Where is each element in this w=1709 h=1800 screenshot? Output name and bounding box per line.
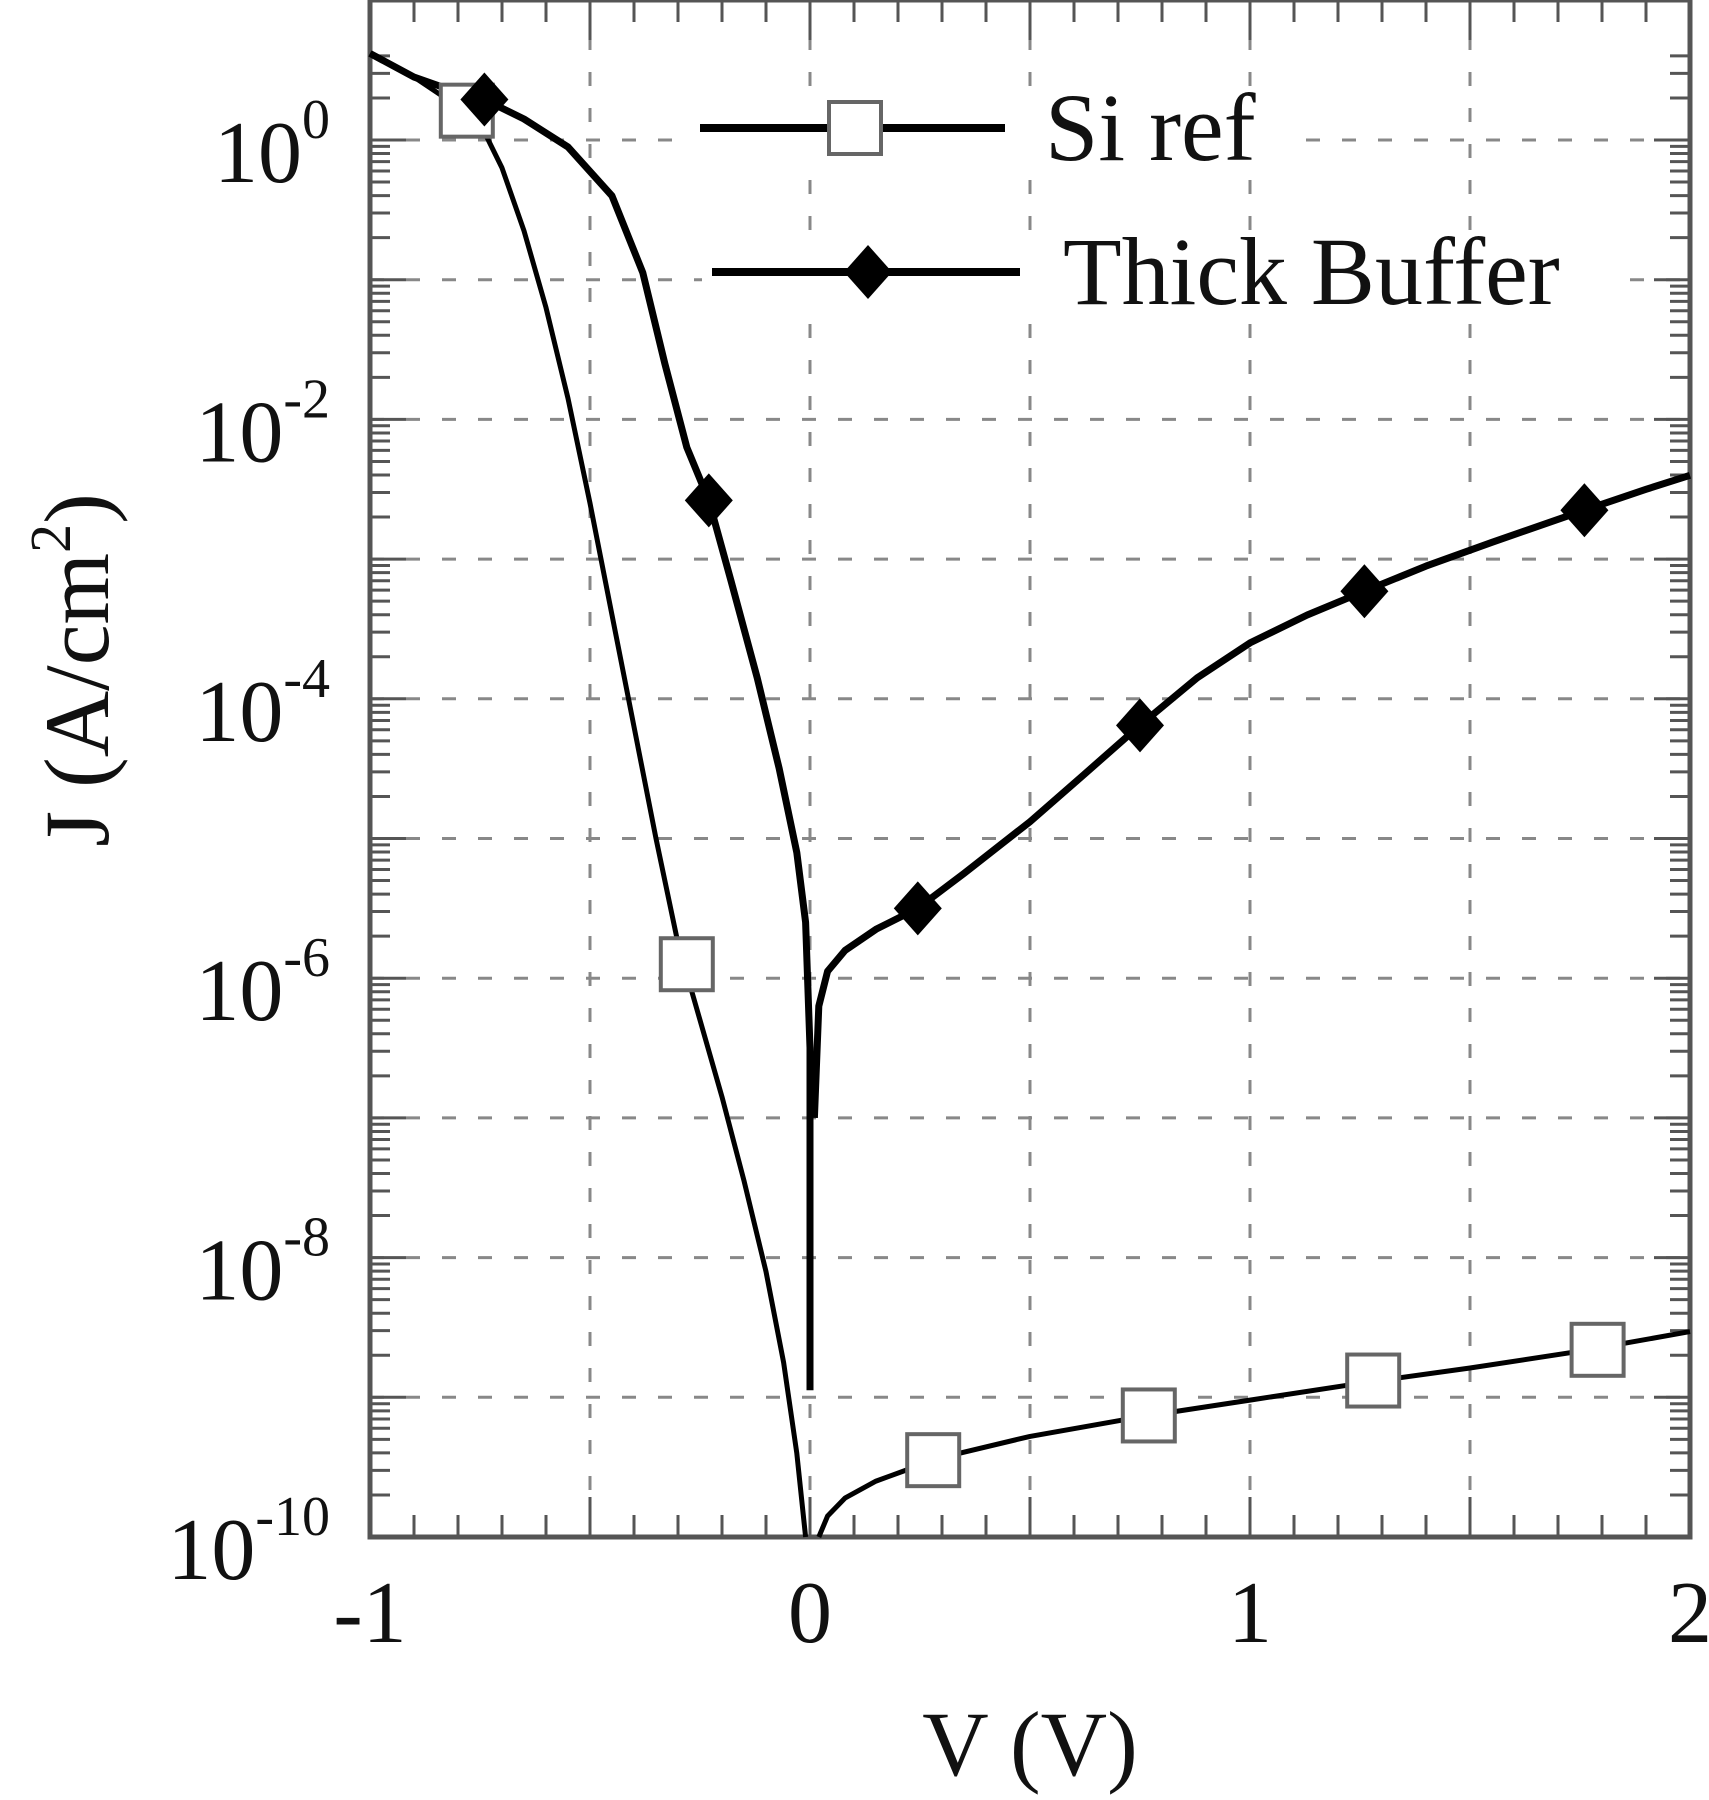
- curve-forward-thick-buffer: [810, 471, 1692, 1119]
- open-square-marker: [1569, 1321, 1626, 1378]
- y-axis-label-main: J (A/cm: [26, 553, 128, 847]
- legend-marker-filled-diamond-icon: [844, 245, 892, 299]
- filled-diamond-marker: [1340, 564, 1389, 619]
- open-square-marker: [905, 1432, 962, 1489]
- x-axis-label: V (V): [922, 1693, 1138, 1795]
- x-tick-labels: -1 0 1 2: [333, 1565, 1709, 1662]
- legend-label: Si ref: [1045, 74, 1256, 181]
- y-tick-label: 10-6: [195, 927, 330, 1040]
- filled-diamond-marker: [893, 881, 942, 936]
- y-tick-label: 10-10: [167, 1486, 330, 1599]
- data-markers: [438, 72, 1626, 1489]
- filled-diamond-marker: [1116, 698, 1164, 753]
- legend-label: Thick Buffer: [1063, 218, 1560, 325]
- x-tick-label: 2: [1668, 1565, 1709, 1662]
- filled-diamond-marker: [684, 473, 733, 528]
- y-tick-labels: 100 10-2 10-4 10-6 10-8 10-10: [167, 89, 330, 1599]
- filled-diamond-marker: [1560, 483, 1609, 538]
- y-tick-label: 10-2: [195, 368, 330, 481]
- y-axis-label-close: ): [26, 493, 128, 524]
- y-axis-label-sup: 2: [18, 524, 83, 553]
- plot-frame: [367, 0, 1693, 1540]
- legend-item-thick-buffer: Thick Buffer: [702, 218, 1613, 325]
- svg-text:J (A/cm2): J (A/cm2): [18, 493, 128, 846]
- legend-marker-open-square-icon: [827, 100, 883, 156]
- y-axis-label: J (A/cm2): [18, 493, 128, 846]
- legend: Si ref Thick Buffer: [690, 74, 1613, 325]
- open-square-marker: [1345, 1352, 1402, 1409]
- x-tick-label: 0: [788, 1565, 832, 1662]
- y-tick-label: 10-8: [195, 1207, 330, 1320]
- open-square-marker: [658, 936, 715, 993]
- curve-forward-si-ref: [816, 1329, 1691, 1538]
- x-tick-label: 1: [1228, 1565, 1272, 1662]
- filled-diamond-marker: [460, 72, 509, 127]
- y-tick-label: 10-4: [195, 648, 330, 761]
- legend-item-si-ref: Si ref: [690, 74, 1295, 181]
- x-tick-label: -1: [333, 1565, 406, 1662]
- y-tick-label: 100: [214, 89, 330, 202]
- open-square-marker: [1120, 1387, 1177, 1444]
